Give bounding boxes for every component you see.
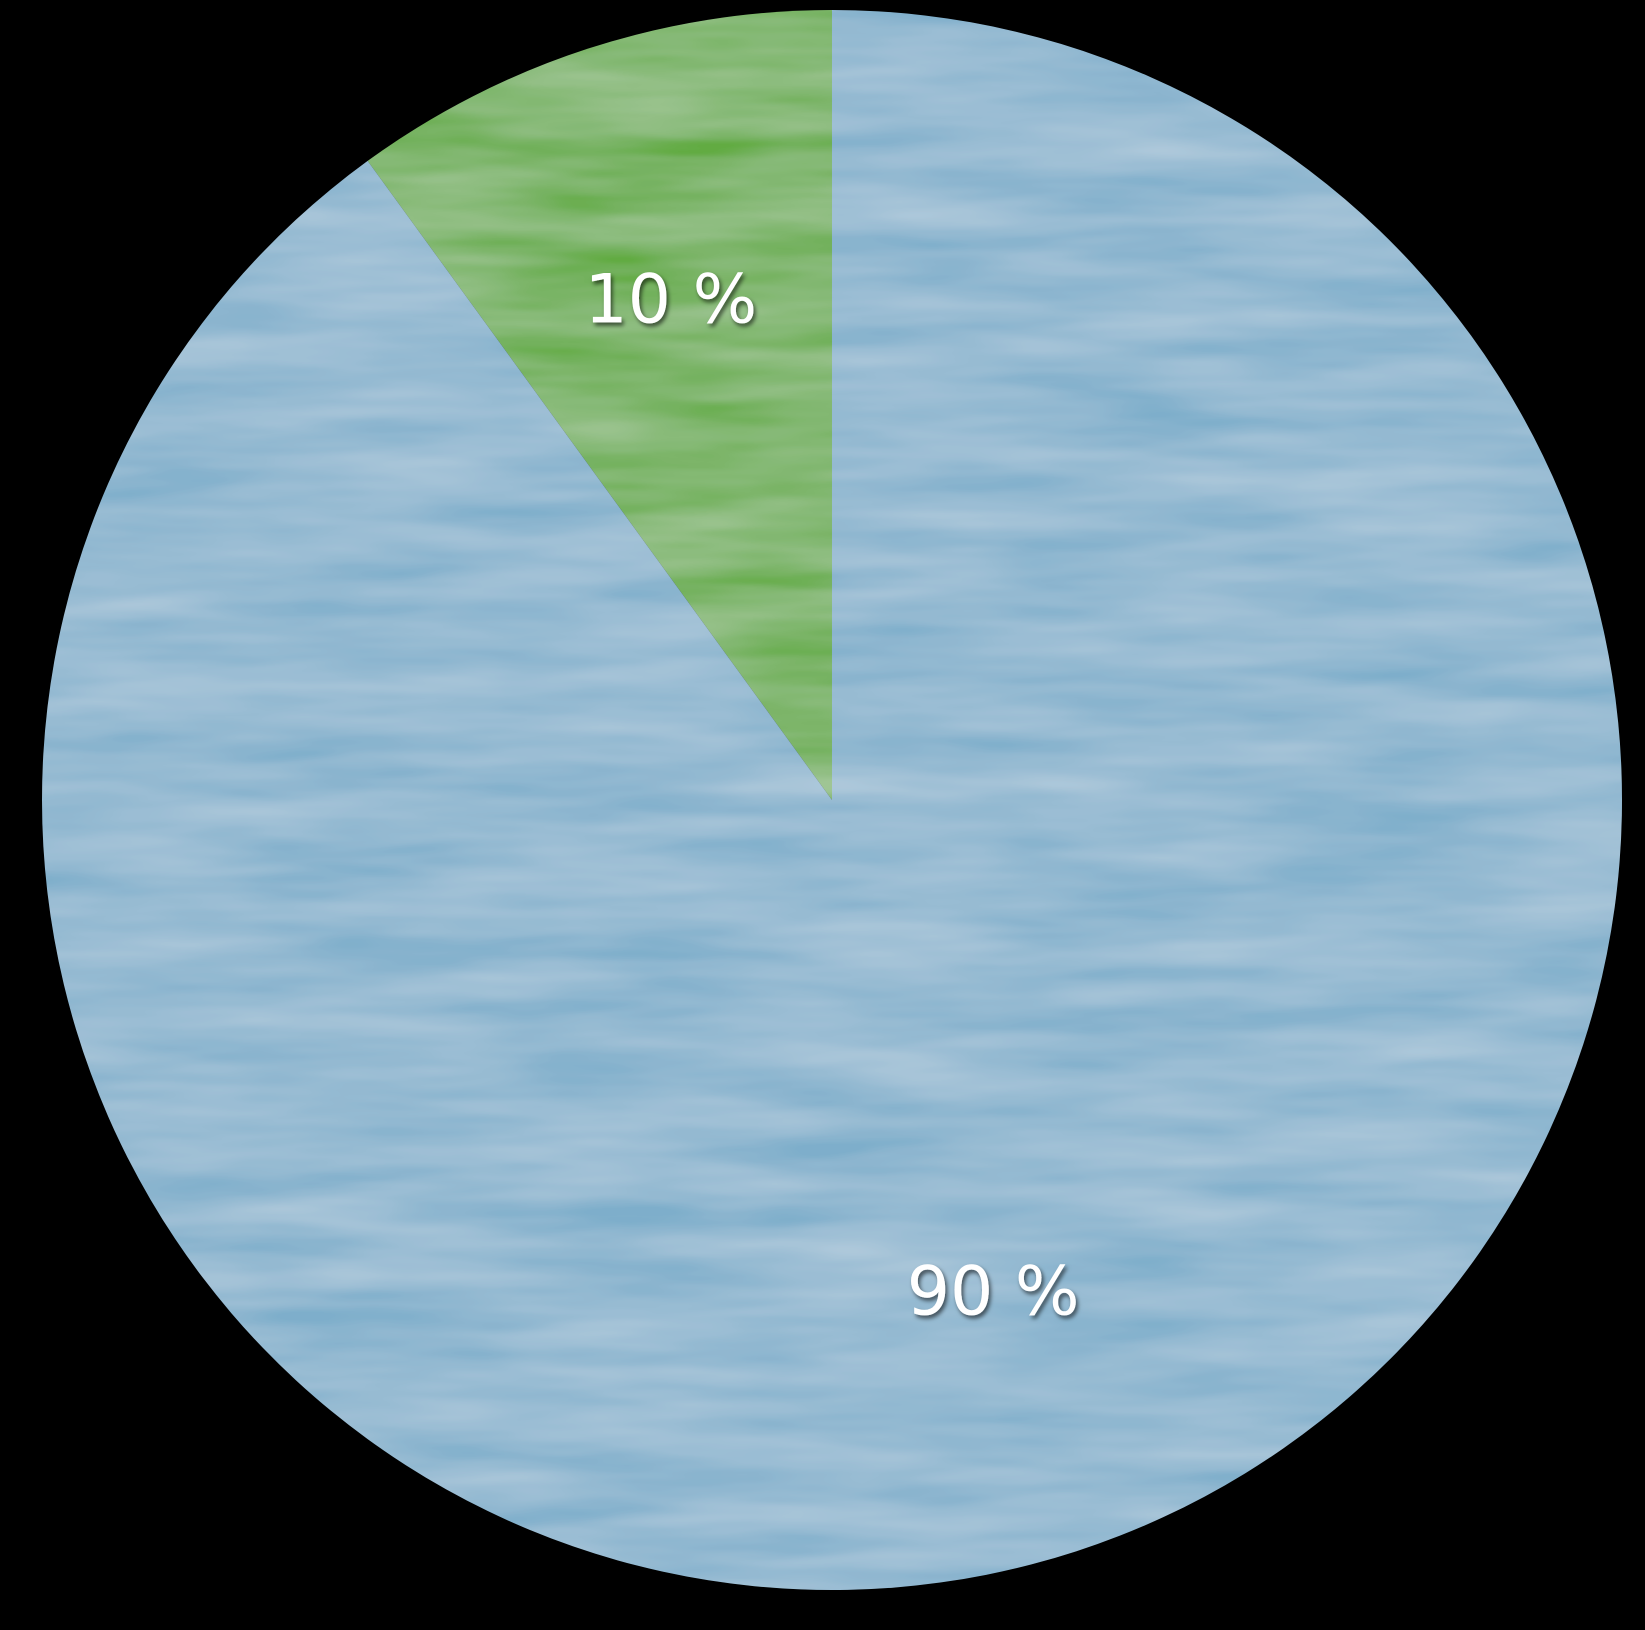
data-label: 10 % [584,261,757,340]
pie-slice [42,10,1623,1590]
data-label: 90 % [907,1252,1080,1331]
labels: 10 % 90 % [584,261,1079,1332]
pie-slice [367,10,832,800]
pie [42,10,1623,1590]
